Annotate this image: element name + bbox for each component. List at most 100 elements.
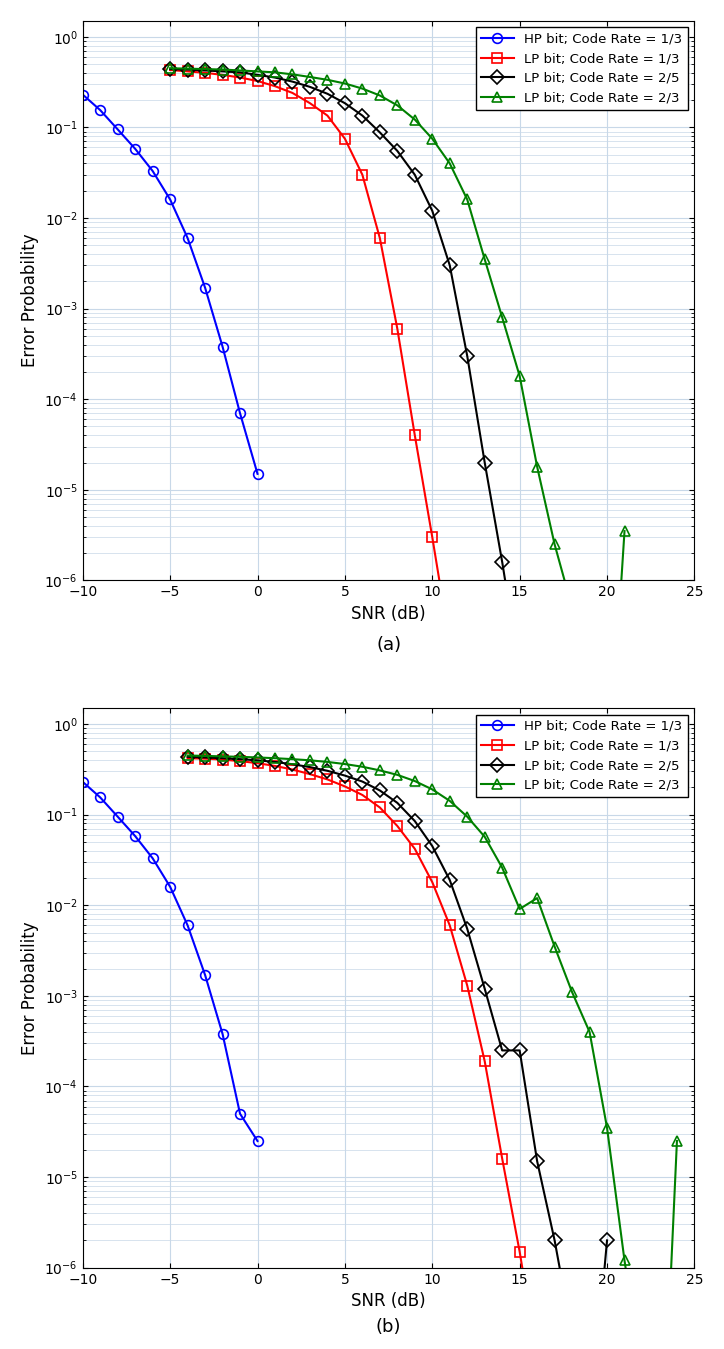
LP bit; Code Rate = 2/3 <box>411 773 419 789</box>
LP bit; Code Rate = 2/3 <box>271 750 279 766</box>
LP bit; Code Rate = 2/3 <box>602 795 611 811</box>
LP bit; Code Rate = 2/3 <box>463 808 471 824</box>
LP bit; Code Rate = 2/3 <box>236 62 245 78</box>
LP bit; Code Rate = 2/3 <box>428 131 437 147</box>
LP bit; Code Rate = 2/5 <box>358 108 367 124</box>
LP bit; Code Rate = 2/5 <box>515 662 524 679</box>
LP bit; Code Rate = 2/5 <box>376 124 384 140</box>
LP bit; Code Rate = 2/5 <box>498 1043 507 1059</box>
LP bit; Code Rate = 2/3 <box>620 523 629 540</box>
LP bit; Code Rate = 1/3 <box>218 751 227 768</box>
HP bit; Code Rate = 1/3 <box>148 163 157 179</box>
LP bit; Code Rate = 2/5 <box>393 795 402 811</box>
LP bit; Code Rate = 2/3 <box>515 901 524 917</box>
Line: LP bit; Code Rate = 1/3: LP bit; Code Rate = 1/3 <box>182 753 577 1349</box>
LP bit; Code Rate = 2/3 <box>411 112 419 128</box>
LP bit; Code Rate = 2/3 <box>288 751 297 768</box>
Y-axis label: Error Probability: Error Probability <box>21 921 39 1055</box>
LP bit; Code Rate = 1/3 <box>183 750 192 766</box>
HP bit; Code Rate = 1/3 <box>96 103 104 119</box>
LP bit; Code Rate = 1/3 <box>393 321 402 337</box>
Legend: HP bit; Code Rate = 1/3, LP bit; Code Rate = 1/3, LP bit; Code Rate = 2/5, LP bi: HP bit; Code Rate = 1/3, LP bit; Code Ra… <box>476 27 688 109</box>
LP bit; Code Rate = 1/3 <box>201 65 209 81</box>
Line: HP bit; Code Rate = 1/3: HP bit; Code Rate = 1/3 <box>78 777 262 1145</box>
Line: HP bit; Code Rate = 1/3: HP bit; Code Rate = 1/3 <box>78 90 262 479</box>
LP bit; Code Rate = 1/3 <box>253 755 262 772</box>
LP bit; Code Rate = 1/3 <box>480 844 489 861</box>
LP bit; Code Rate = 1/3 <box>445 917 454 934</box>
LP bit; Code Rate = 1/3 <box>358 786 367 803</box>
X-axis label: SNR (dB): SNR (dB) <box>351 604 426 623</box>
LP bit; Code Rate = 2/3 <box>201 747 209 764</box>
LP bit; Code Rate = 2/5 <box>602 1232 611 1248</box>
LP bit; Code Rate = 2/5 <box>218 750 227 766</box>
LP bit; Code Rate = 2/3 <box>393 97 402 113</box>
HP bit; Code Rate = 1/3 <box>253 465 262 482</box>
LP bit; Code Rate = 1/3 <box>306 766 314 782</box>
LP bit; Code Rate = 2/5 <box>271 69 279 85</box>
LP bit; Code Rate = 2/5 <box>358 773 367 789</box>
LP bit; Code Rate = 2/5 <box>236 751 245 768</box>
HP bit; Code Rate = 1/3 <box>166 192 174 208</box>
LP bit; Code Rate = 2/3 <box>201 61 209 77</box>
HP bit; Code Rate = 1/3 <box>148 850 157 866</box>
HP bit; Code Rate = 1/3 <box>114 808 122 824</box>
LP bit; Code Rate = 2/3 <box>515 368 524 384</box>
HP bit; Code Rate = 1/3 <box>78 774 87 791</box>
LP bit; Code Rate = 2/5 <box>183 62 192 78</box>
LP bit; Code Rate = 2/5 <box>480 455 489 471</box>
LP bit; Code Rate = 1/3 <box>358 167 367 183</box>
LP bit; Code Rate = 2/5 <box>445 871 454 888</box>
LP bit; Code Rate = 2/3 <box>306 753 314 769</box>
LP bit; Code Rate = 2/3 <box>340 76 349 92</box>
LP bit; Code Rate = 2/5 <box>323 86 332 103</box>
HP bit; Code Rate = 1/3 <box>183 917 192 934</box>
LP bit; Code Rate = 2/5 <box>253 753 262 769</box>
LP bit; Code Rate = 2/3 <box>445 793 454 809</box>
HP bit; Code Rate = 1/3 <box>131 140 140 156</box>
LP bit; Code Rate = 1/3 <box>463 978 471 994</box>
LP bit; Code Rate = 2/3 <box>376 88 384 104</box>
LP bit; Code Rate = 2/3 <box>550 537 559 553</box>
LP bit; Code Rate = 2/5 <box>183 749 192 765</box>
LP bit; Code Rate = 2/5 <box>568 1327 576 1344</box>
LP bit; Code Rate = 1/3 <box>271 78 279 94</box>
Line: LP bit; Code Rate = 2/3: LP bit; Code Rate = 2/3 <box>165 63 629 808</box>
LP bit; Code Rate = 1/3 <box>253 73 262 89</box>
LP bit; Code Rate = 1/3 <box>271 758 279 774</box>
LP bit; Code Rate = 1/3 <box>236 69 245 85</box>
HP bit; Code Rate = 1/3 <box>218 1025 227 1041</box>
HP bit; Code Rate = 1/3 <box>236 1106 245 1122</box>
LP bit; Code Rate = 1/3 <box>463 738 471 754</box>
LP bit; Code Rate = 2/3 <box>568 599 576 615</box>
LP bit; Code Rate = 2/3 <box>253 63 262 80</box>
LP bit; Code Rate = 2/5 <box>428 838 437 854</box>
LP bit; Code Rate = 2/3 <box>428 781 437 797</box>
LP bit; Code Rate = 2/3 <box>306 69 314 85</box>
LP bit; Code Rate = 2/3 <box>533 890 542 907</box>
LP bit; Code Rate = 2/3 <box>218 62 227 78</box>
LP bit; Code Rate = 2/3 <box>393 766 402 782</box>
LP bit; Code Rate = 1/3 <box>288 85 297 101</box>
LP bit; Code Rate = 1/3 <box>515 1244 524 1260</box>
Text: (a): (a) <box>376 637 401 654</box>
LP bit; Code Rate = 2/3 <box>166 61 174 77</box>
LP bit; Code Rate = 2/5 <box>515 1043 524 1059</box>
LP bit; Code Rate = 2/5 <box>253 66 262 82</box>
LP bit; Code Rate = 1/3 <box>445 635 454 652</box>
LP bit; Code Rate = 1/3 <box>411 428 419 444</box>
Line: LP bit; Code Rate = 2/3: LP bit; Code Rate = 2/3 <box>182 750 682 1349</box>
LP bit; Code Rate = 2/5 <box>201 749 209 765</box>
HP bit; Code Rate = 1/3 <box>78 86 87 103</box>
HP bit; Code Rate = 1/3 <box>96 789 104 805</box>
LP bit; Code Rate = 2/5 <box>533 754 542 770</box>
LP bit; Code Rate = 2/5 <box>480 981 489 997</box>
LP bit; Code Rate = 2/3 <box>480 251 489 267</box>
LP bit; Code Rate = 2/5 <box>340 768 349 784</box>
LP bit; Code Rate = 2/3 <box>323 754 332 770</box>
Line: LP bit; Code Rate = 1/3: LP bit; Code Rate = 1/3 <box>165 65 489 857</box>
LP bit; Code Rate = 2/3 <box>620 1252 629 1268</box>
LP bit; Code Rate = 2/5 <box>445 258 454 274</box>
LP bit; Code Rate = 2/5 <box>236 65 245 81</box>
LP bit; Code Rate = 2/3 <box>358 81 367 97</box>
